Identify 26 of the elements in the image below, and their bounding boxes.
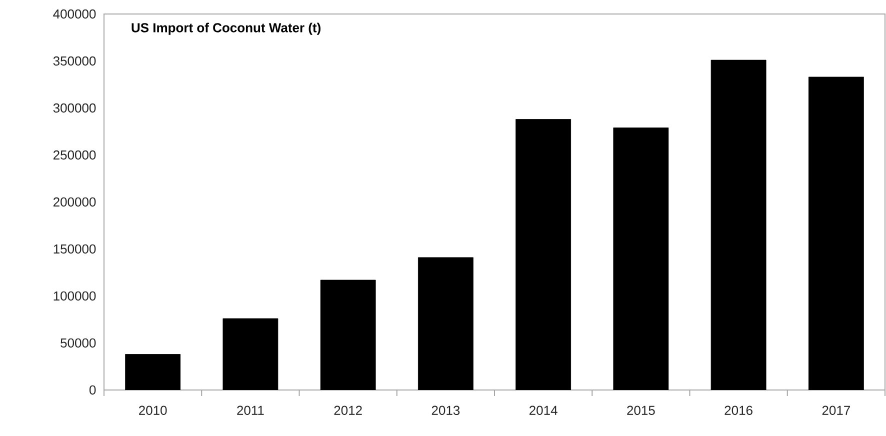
y-tick-label: 200000 [53,197,96,207]
y-tick-label: 100000 [54,291,96,301]
bar [222,318,278,390]
y-tick-label: 250000 [53,150,96,160]
x-tick-label: 2011 [237,406,264,415]
x-tick-label: 2014 [530,406,558,415]
bar [320,280,376,390]
x-tick-label: 2016 [724,406,752,415]
y-tick-label: 300000 [53,103,96,113]
text: US Import of Coconut Water (t) [132,22,320,35]
y-tick-label: 350000 [53,56,96,66]
y-tick-label: 50000 [60,338,96,348]
x-tick-label: 2012 [334,406,362,415]
y-tick-label: 0 [89,385,96,395]
y-tick-label: 150000 [54,244,96,254]
x-tick-label: 2017 [822,406,850,415]
bar [710,60,766,390]
x-tick-label: 2010 [139,406,167,415]
bar [418,257,474,390]
x-tick-label: 2013 [432,406,460,415]
bar [808,76,864,390]
bar [516,119,572,390]
bar [125,354,181,390]
y-tick-label: 400000 [53,9,96,19]
x-tick-label: 2015 [627,406,655,415]
bar [613,128,669,390]
